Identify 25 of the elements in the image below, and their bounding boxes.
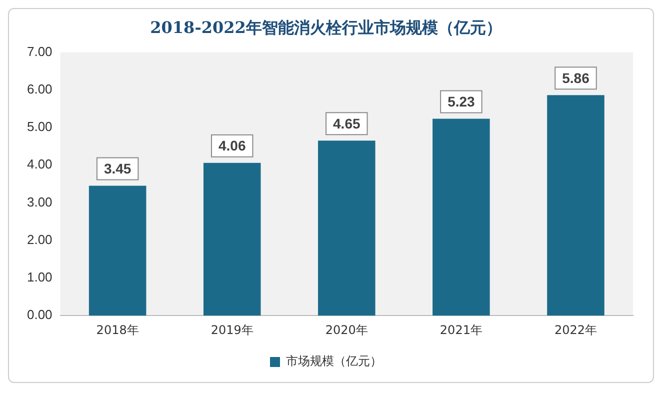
bar bbox=[547, 95, 604, 316]
data-label: 5.23 bbox=[448, 94, 476, 110]
x-tick-label: 2018年 bbox=[96, 322, 139, 337]
y-tick-label: 6.00 bbox=[26, 81, 52, 96]
bar bbox=[88, 186, 146, 316]
data-label: 4.06 bbox=[218, 138, 246, 154]
legend-label: 市场规模（亿元） bbox=[286, 354, 382, 368]
data-label: 4.65 bbox=[333, 115, 360, 132]
bar bbox=[432, 118, 490, 316]
y-tick-label: 2.00 bbox=[26, 232, 52, 247]
x-tick-label: 2022年 bbox=[554, 322, 598, 337]
y-tick-label: 1.00 bbox=[26, 270, 52, 285]
chart-title: 2018-2022年智能消火栓行业市场规模（亿元） bbox=[150, 18, 502, 37]
y-tick-label: 5.00 bbox=[26, 119, 52, 134]
x-tick-label: 2019年 bbox=[210, 322, 254, 337]
x-tick-label: 2020年 bbox=[325, 322, 368, 337]
data-label: 3.45 bbox=[104, 160, 132, 177]
y-tick-label: 4.00 bbox=[26, 156, 52, 172]
y-tick-label: 3.00 bbox=[26, 194, 52, 210]
y-tick-label: 7.00 bbox=[26, 44, 52, 59]
data-label: 5.86 bbox=[562, 70, 590, 86]
bar bbox=[203, 162, 261, 316]
bar bbox=[318, 140, 376, 316]
x-tick-label: 2021年 bbox=[440, 322, 482, 337]
y-tick-label: 0.00 bbox=[26, 307, 52, 322]
